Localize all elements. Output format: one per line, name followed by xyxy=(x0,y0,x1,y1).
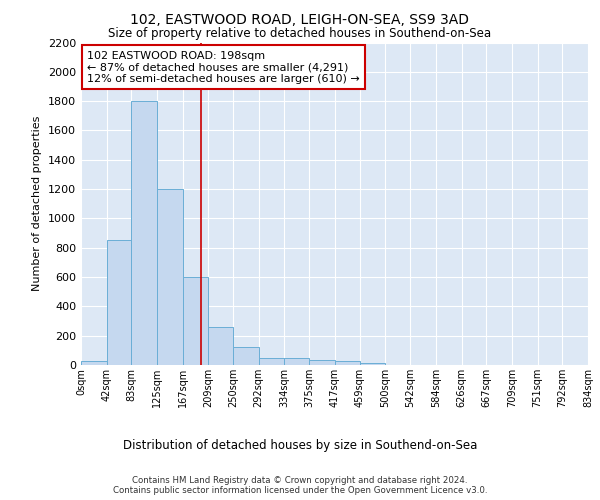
Text: Size of property relative to detached houses in Southend-on-Sea: Size of property relative to detached ho… xyxy=(109,28,491,40)
Text: Contains public sector information licensed under the Open Government Licence v3: Contains public sector information licen… xyxy=(113,486,487,495)
Bar xyxy=(107,240,131,365)
Bar xyxy=(182,277,208,365)
Bar xyxy=(360,363,385,365)
Text: Distribution of detached houses by size in Southend-on-Sea: Distribution of detached houses by size … xyxy=(123,440,477,452)
Bar xyxy=(157,189,182,365)
Text: 102 EASTWOOD ROAD: 198sqm
← 87% of detached houses are smaller (4,291)
12% of se: 102 EASTWOOD ROAD: 198sqm ← 87% of detac… xyxy=(87,50,360,84)
Bar xyxy=(284,358,309,365)
Bar xyxy=(309,360,335,365)
Y-axis label: Number of detached properties: Number of detached properties xyxy=(32,116,43,292)
Bar xyxy=(335,360,360,365)
Bar xyxy=(208,327,233,365)
Bar xyxy=(259,358,284,365)
Bar xyxy=(81,362,107,365)
Text: 102, EASTWOOD ROAD, LEIGH-ON-SEA, SS9 3AD: 102, EASTWOOD ROAD, LEIGH-ON-SEA, SS9 3A… xyxy=(131,12,470,26)
Bar xyxy=(233,346,259,365)
Text: Contains HM Land Registry data © Crown copyright and database right 2024.: Contains HM Land Registry data © Crown c… xyxy=(132,476,468,485)
Bar xyxy=(131,101,157,365)
